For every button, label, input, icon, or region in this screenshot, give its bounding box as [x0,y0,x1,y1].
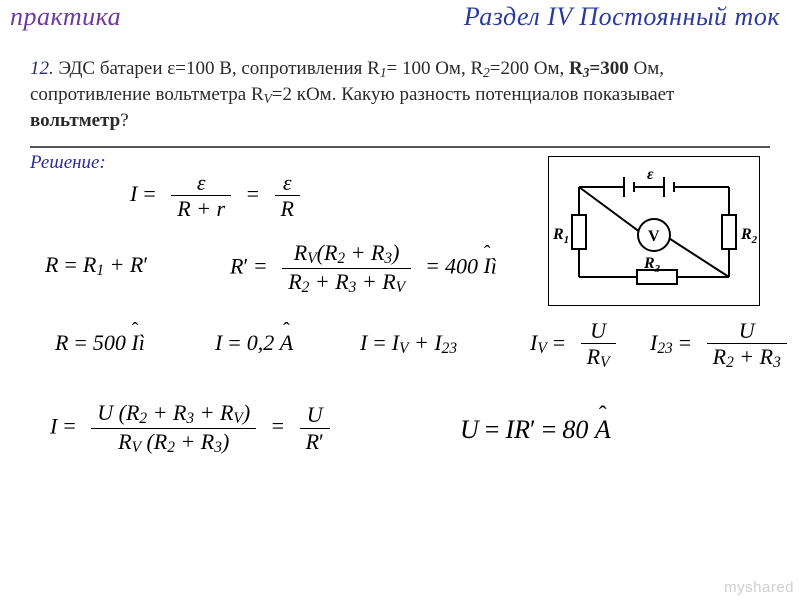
solution-label: Решение: [30,152,106,174]
eq-I23: I23= UR2 + R3 [650,318,791,372]
header-section: Раздел IV Постоянный ток [464,2,780,32]
header-left-text: практика [10,2,121,31]
eq-R-prime: R′= RV(R2 + R3) R2 + R3 + RV =400 Iì [230,240,497,296]
divider-line [30,146,770,148]
circuit-svg: ε R1 R2 R3 V [549,157,759,305]
watermark: myshared [724,579,794,596]
circuit-label-v: V [648,228,660,245]
eq-Iv: IV= URV [530,318,620,372]
eq-R-value: R=500 Iì [55,330,145,356]
problem-number: 12. [30,58,54,79]
circuit-label-emf: ε [647,166,654,183]
header-right-text: Раздел IV Постоянный ток [464,2,780,31]
eq-I-split: I=IV + I23 [360,330,457,358]
circuit-label-r2: R2 [740,226,758,246]
eq-I-value: I=0,2 A [215,330,293,356]
circuit-diagram: ε R1 R2 R3 V [548,156,760,306]
header-practice: практика [10,2,121,32]
problem-statement: 12. ЭДС батареи ε=100 В, сопротивления R… [30,56,770,134]
eq-I-main: I= εR + r = εR [130,170,304,222]
page: практика Раздел IV Постоянный ток 12. ЭД… [0,0,800,600]
eq-I-long: I= U (R2 + R3 + RV) RV (R2 + R3) = UR′ [50,400,334,456]
eq-U-result: U=IR′=80 A [460,415,611,445]
circuit-label-r1: R1 [552,226,569,246]
eq-R-sum: R=R1 + R′ [45,252,148,280]
